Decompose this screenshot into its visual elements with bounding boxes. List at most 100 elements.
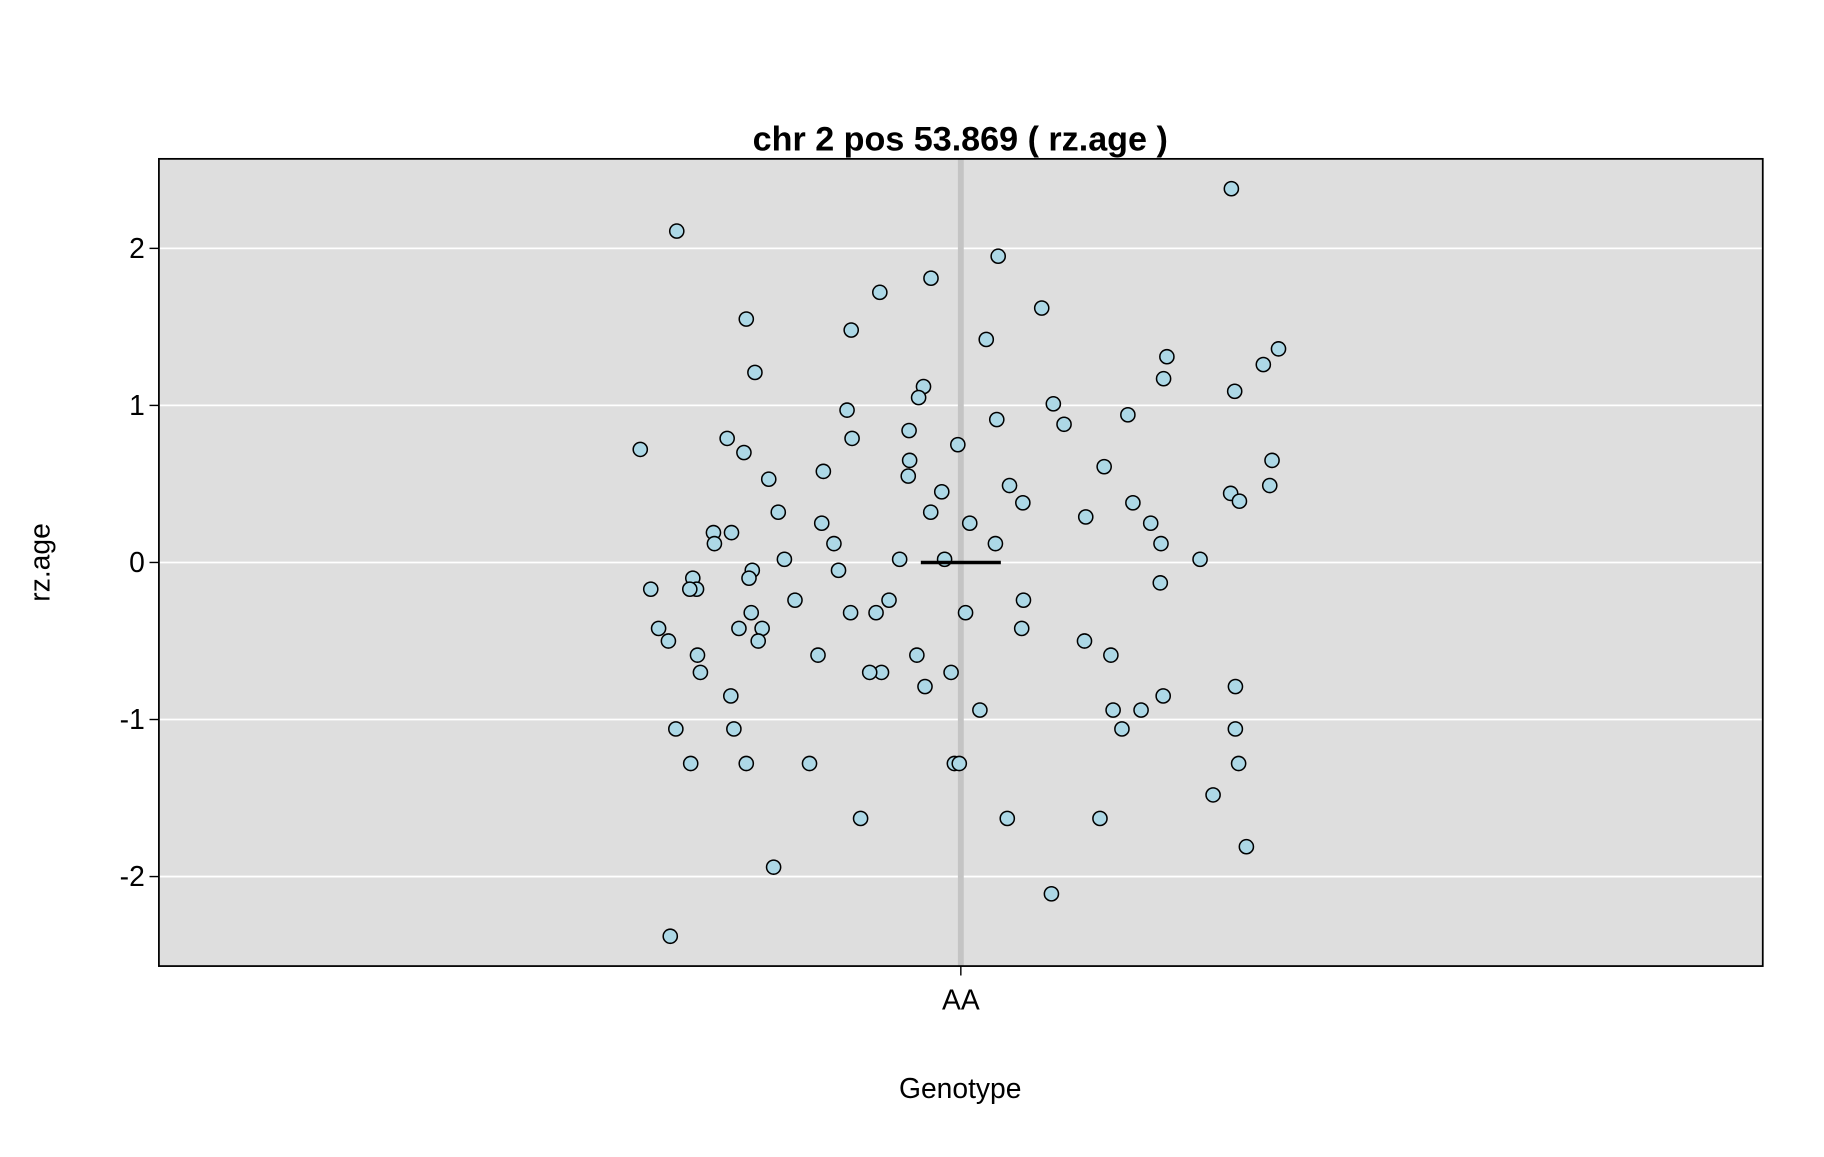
x-axis-label: Genotype [899,1072,1021,1104]
point [1114,721,1130,737]
point [1013,620,1030,637]
y-tick-label: -2 [120,860,145,892]
point [951,755,968,772]
point [843,322,860,338]
point [706,535,723,552]
point [801,755,818,772]
point [839,402,855,418]
point [972,702,988,718]
point [1238,838,1255,855]
y-axis-label: rz.age [23,523,55,601]
point [852,810,869,827]
point [933,483,950,500]
chart-title: chr 2 pos 53.869 ( rz.age ) [753,121,1168,159]
point [750,633,767,649]
point [760,471,777,488]
y-tick-label: 2 [129,232,145,264]
point [1152,575,1169,591]
point [736,444,752,461]
point [1077,509,1094,525]
point [842,604,859,621]
point [901,452,918,469]
point [642,581,659,597]
point [662,928,679,945]
point [810,647,826,663]
point [891,551,908,568]
point [909,647,925,663]
point [1015,592,1032,608]
point [731,620,747,637]
point [1125,494,1141,511]
point [1227,721,1244,737]
y-tick-label: -1 [120,703,145,735]
point [1133,702,1149,718]
point [901,422,917,439]
point [999,810,1016,827]
point [881,592,897,608]
point [1264,452,1280,469]
point [689,647,706,663]
point [1103,647,1119,663]
point [978,331,995,348]
point [776,551,793,568]
y-tick-label: 1 [129,389,145,421]
point [1056,416,1072,433]
point [681,581,698,597]
x-tick-label: AA [942,984,980,1016]
point [1092,810,1108,827]
point [692,664,709,681]
point [747,364,763,381]
point [1192,551,1208,568]
point [830,562,847,579]
point [936,551,953,568]
point [988,411,1005,428]
point [844,430,860,447]
point [1159,348,1175,365]
point [1120,407,1136,423]
point [1231,493,1248,510]
point [726,721,742,737]
point [668,223,685,239]
point [738,755,755,772]
point [1001,477,1018,494]
point [868,604,884,621]
y-tick-label: 0 [129,546,145,578]
point [922,504,939,521]
point [723,524,740,541]
point [813,515,830,532]
point [923,270,939,287]
point [1155,688,1172,704]
point [900,468,917,484]
plot-border [158,157,1764,967]
point [741,570,757,586]
point [1255,356,1272,373]
point [1226,383,1243,400]
point [1096,458,1112,475]
point [872,284,888,301]
point [770,504,787,521]
point [1043,886,1060,902]
point [1033,300,1050,316]
point [660,633,677,649]
point [1105,702,1121,718]
point [1045,396,1062,412]
point [1223,180,1240,197]
point [950,436,966,453]
point [1230,755,1247,772]
point [815,463,832,480]
point [1270,341,1287,357]
point [990,248,1007,265]
point [1076,633,1093,649]
point [743,604,760,621]
point [987,535,1004,552]
point [1205,787,1221,803]
point [943,664,959,681]
point [917,678,933,695]
point [738,311,755,327]
point [910,389,927,406]
point [1015,494,1031,511]
point [719,430,735,447]
point [668,721,684,737]
point [1142,515,1159,532]
point [957,604,974,621]
